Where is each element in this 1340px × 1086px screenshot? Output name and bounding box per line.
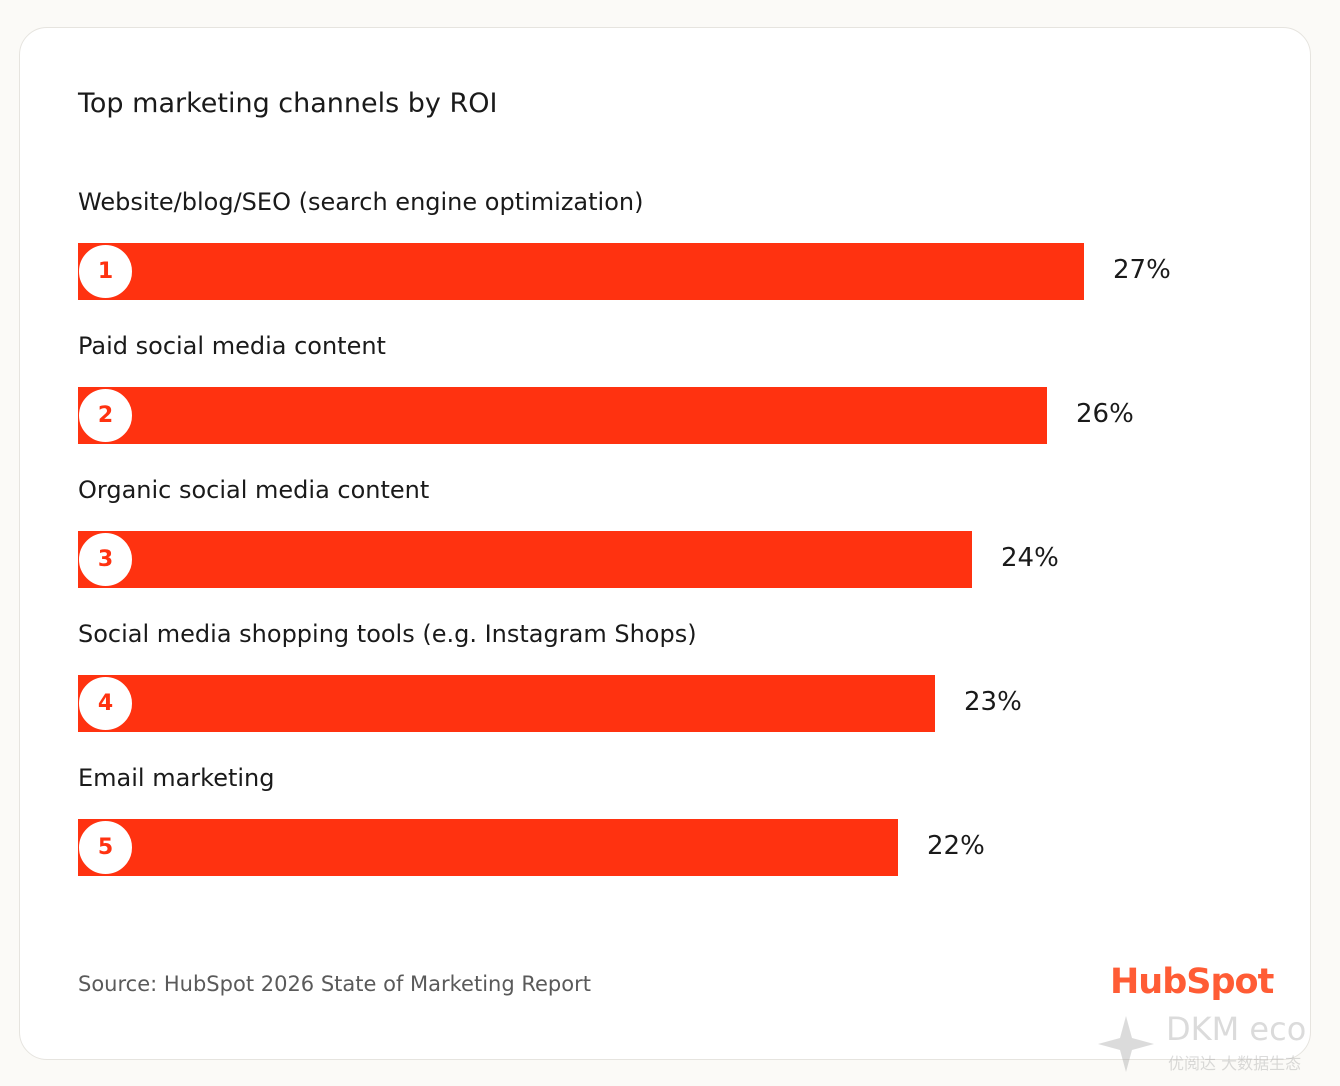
- bar: 4: [78, 675, 935, 732]
- rank-badge: 3: [78, 532, 133, 587]
- category-label: Social media shopping tools (e.g. Instag…: [78, 620, 697, 648]
- source-note: Source: HubSpot 2026 State of Marketing …: [78, 972, 591, 996]
- category-label: Paid social media content: [78, 332, 386, 360]
- rank-badge: 2: [78, 388, 133, 443]
- data-label: 26%: [1076, 399, 1134, 429]
- bar: 2: [78, 387, 1047, 444]
- category-label: Email marketing: [78, 764, 275, 792]
- bar-chart: Website/blog/SEO (search engine optimiza…: [20, 28, 1310, 1059]
- data-label: 27%: [1113, 255, 1171, 285]
- chart-title: Top marketing channels by ROI: [78, 88, 498, 119]
- bar: 3: [78, 531, 972, 588]
- bar: 1: [78, 243, 1084, 300]
- watermark-star-icon: [1098, 1016, 1154, 1072]
- watermark: DKM eco 优阅达 大数据生态: [1090, 1010, 1330, 1076]
- chart-card: Top marketing channels by ROI Website/bl…: [19, 27, 1311, 1060]
- data-label: 22%: [927, 831, 985, 861]
- hubspot-logo: HubSpot: [1110, 962, 1274, 1002]
- rank-badge: 4: [78, 676, 133, 731]
- category-label: Organic social media content: [78, 476, 430, 504]
- rank-badge: 5: [78, 820, 133, 875]
- watermark-text: DKM eco: [1166, 1010, 1307, 1048]
- data-label: 24%: [1001, 543, 1059, 573]
- data-label: 23%: [964, 687, 1022, 717]
- bar: 5: [78, 819, 898, 876]
- watermark-subtext: 优阅达 大数据生态: [1168, 1054, 1302, 1073]
- rank-badge: 1: [78, 244, 133, 299]
- category-label: Website/blog/SEO (search engine optimiza…: [78, 188, 644, 216]
